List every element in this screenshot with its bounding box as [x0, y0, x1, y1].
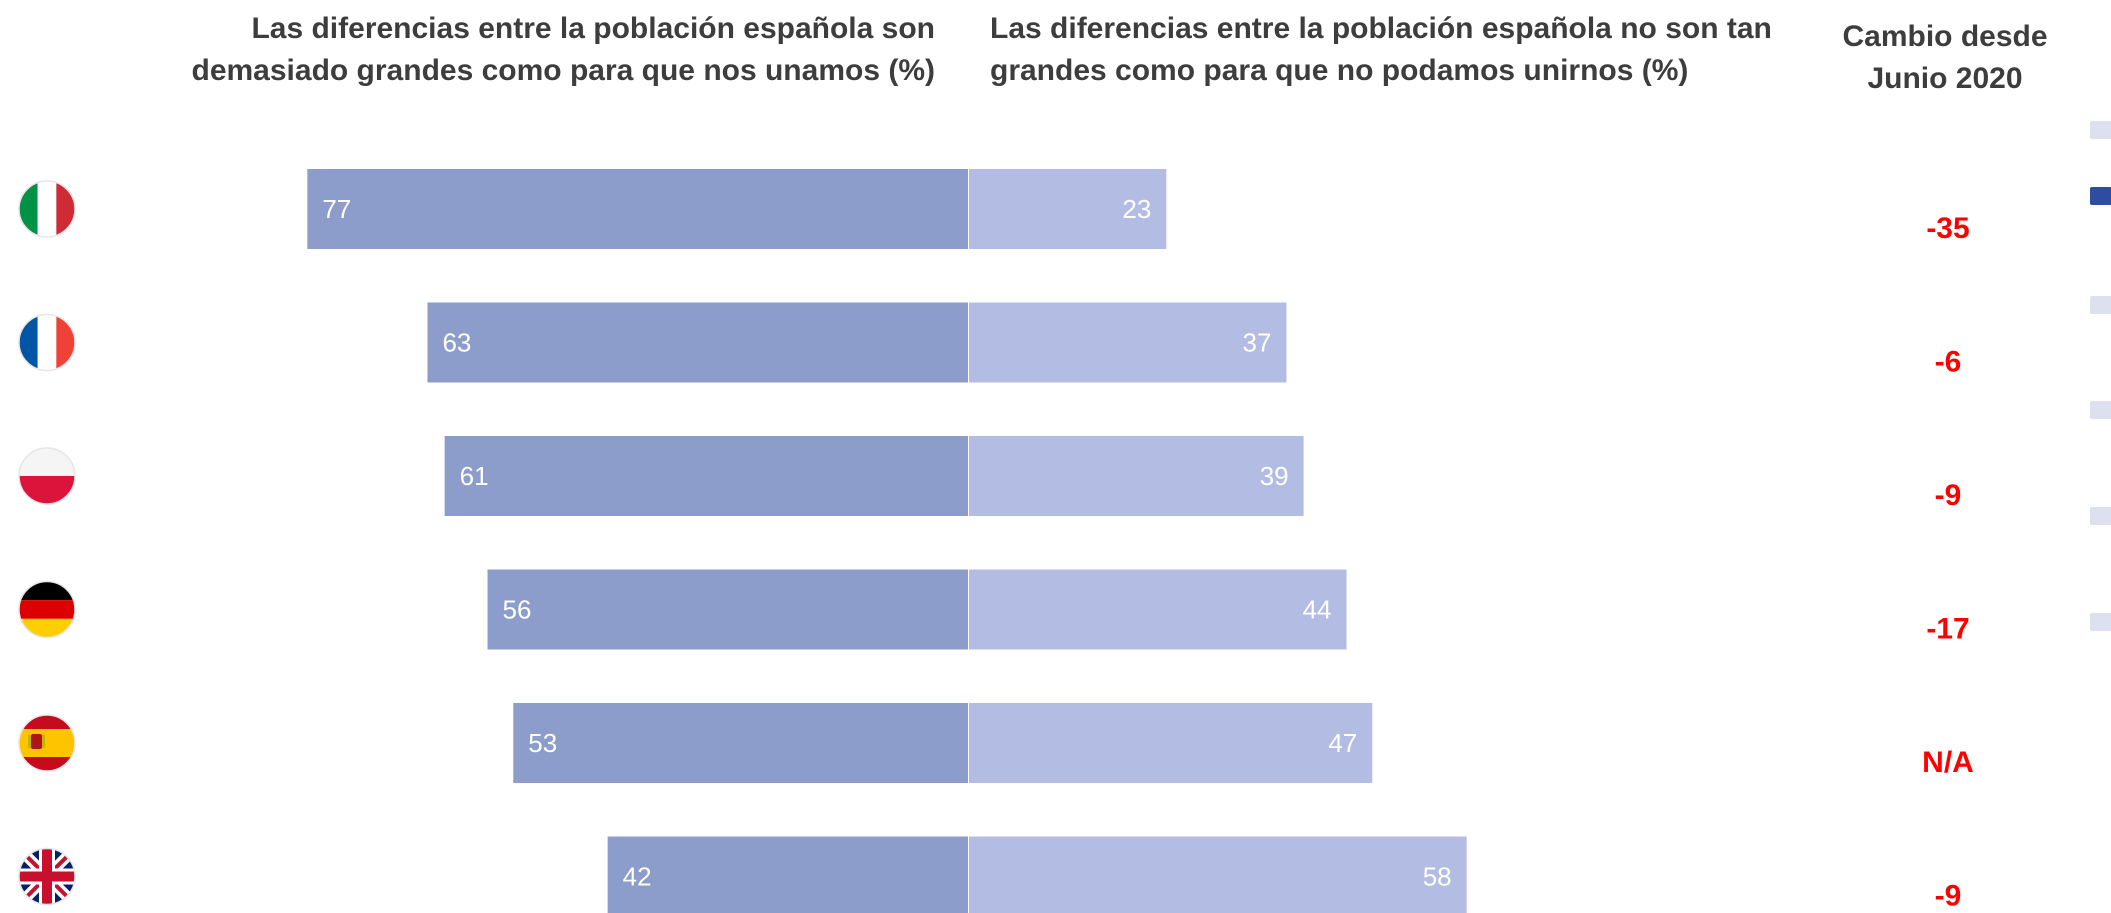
flag-uk-icon-outline [18, 847, 76, 906]
flag-uk-icon [19, 848, 75, 905]
bar-left [487, 569, 968, 650]
bar-right [969, 569, 1347, 650]
flag-france-icon-outline [18, 313, 76, 372]
bar-left [307, 169, 969, 249]
bar-left-label: 53 [528, 728, 557, 758]
bar-left [607, 836, 968, 913]
side-marker [2090, 121, 2111, 139]
bar-left [427, 302, 969, 383]
bar-right [969, 703, 1373, 783]
change-value: N/A [1922, 746, 1974, 779]
side-marker [2090, 507, 2111, 525]
side-marker [2090, 296, 2111, 314]
flag-germany-icon-outline [18, 580, 76, 639]
bar-left-label: 56 [503, 595, 532, 625]
flag-spain-icon-outline [18, 714, 76, 772]
bar-left [444, 436, 968, 516]
flag-italy-icon [19, 181, 75, 237]
flag-france-icon [19, 314, 75, 371]
bar-right-label: 58 [1423, 862, 1452, 892]
bar-right-label: 44 [1303, 595, 1332, 625]
side-marker [2090, 187, 2111, 205]
bar-left [513, 703, 968, 783]
change-value: -35 [1926, 212, 1969, 245]
bar-right-label: 39 [1260, 461, 1289, 491]
header-change: Cambio desde Junio 2020 [1842, 20, 2048, 95]
bar-right-label: 47 [1328, 728, 1357, 758]
side-marker [2090, 613, 2111, 631]
change-value: -9 [1935, 479, 1962, 512]
change-value: -9 [1935, 880, 1962, 913]
bar-right [969, 436, 1304, 516]
header-left: Las diferencias entre la población españ… [191, 12, 936, 87]
change-value: -17 [1926, 613, 1969, 646]
flag-germany-icon [19, 581, 75, 638]
bar-right-label: 23 [1122, 194, 1151, 224]
bar-right-label: 37 [1243, 328, 1272, 358]
bar-left-label: 61 [460, 461, 489, 491]
bar-left-label: 42 [623, 862, 652, 892]
bar-right [969, 836, 1467, 913]
change-value: -6 [1935, 346, 1962, 379]
flag-italy-icon-outline [18, 180, 76, 238]
bar-left-label: 77 [322, 194, 351, 224]
header-right: Las diferencias entre la población españ… [990, 12, 1772, 87]
side-marker [2090, 401, 2111, 419]
bar-left-label: 63 [442, 328, 471, 358]
bar-right [969, 169, 1167, 249]
bar-right [969, 302, 1287, 383]
flag-poland-icon-outline [18, 447, 76, 505]
